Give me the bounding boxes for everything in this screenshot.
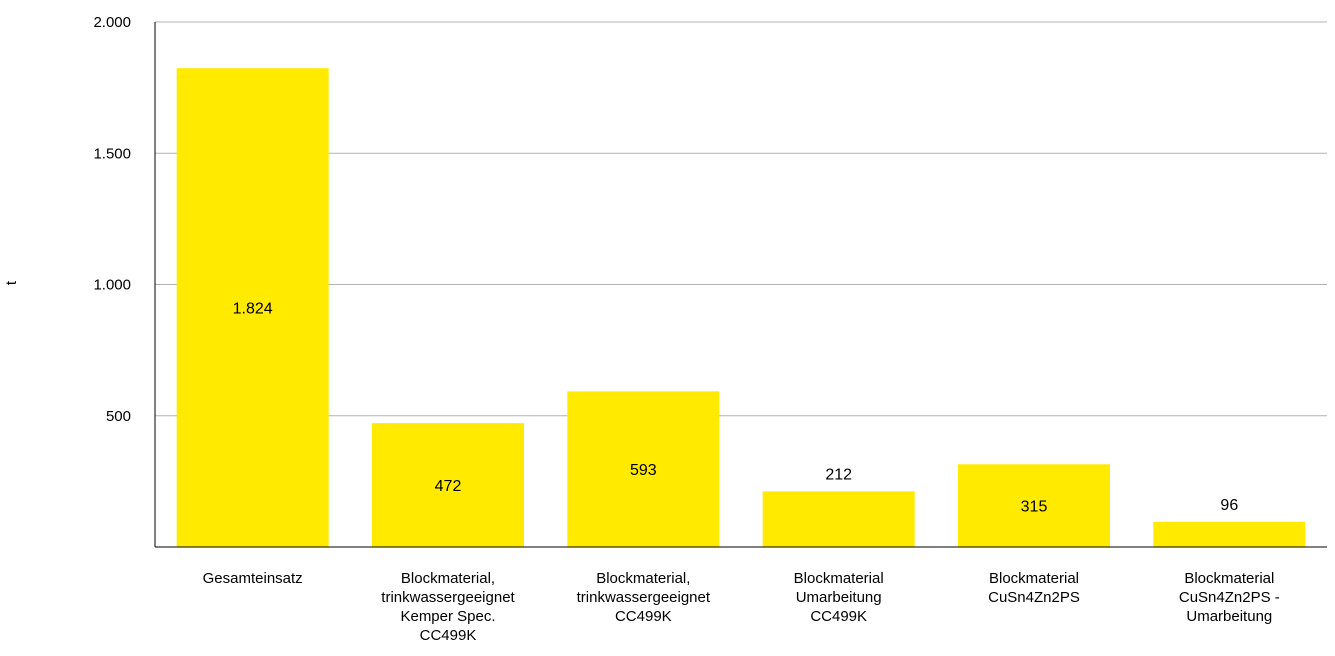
x-category-label: Blockmaterial Umarbeitung CC499K xyxy=(794,570,884,625)
bar xyxy=(1153,521,1306,547)
bar xyxy=(372,423,524,547)
x-category-label-line: CC499K xyxy=(810,608,867,625)
value-label: 472 xyxy=(435,478,462,495)
y-axis-label: t xyxy=(3,280,20,285)
x-category-label-line: Umarbeitung xyxy=(796,589,882,606)
x-category-label-line: Kemper Spec. xyxy=(400,608,495,625)
value-label: 212 xyxy=(825,466,852,483)
x-category-label-line: Blockmaterial xyxy=(1184,570,1274,587)
x-category-label-line: trinkwassergeeignet xyxy=(577,589,711,606)
gridlines xyxy=(155,21,1327,417)
y-tick-label: 2.000 xyxy=(93,14,131,31)
bar xyxy=(176,68,329,547)
value-label: 96 xyxy=(1220,497,1238,514)
x-category-label-line: CuSn4Zn2PS - xyxy=(1179,589,1280,606)
bar xyxy=(762,491,915,547)
x-category-label-line: Gesamteinsatz xyxy=(203,570,303,587)
y-tick-label: 1.000 xyxy=(93,277,131,294)
x-category-label-line: Umarbeitung xyxy=(1186,608,1272,625)
x-category-labels: Gesamteinsatz Blockmaterial, trinkwasserge… xyxy=(203,570,1280,644)
y-tick-label: 500 xyxy=(106,408,131,425)
x-category-label-line: CuSn4Zn2PS xyxy=(988,589,1080,606)
y-tick-label: 1.500 xyxy=(93,145,131,162)
x-category-label: Blockmaterial, trinkwassergeeignet Kemper … xyxy=(381,570,515,644)
value-label: 1.824 xyxy=(233,301,273,318)
x-category-label-line: Blockmaterial xyxy=(989,570,1079,587)
x-category-label-line: Blockmaterial, xyxy=(596,570,690,587)
x-category-label-line: CC499K xyxy=(420,627,477,644)
y-tick-labels: 500 1.000 1.500 2.000 xyxy=(93,14,131,425)
x-category-label-line: trinkwassergeeignet xyxy=(381,589,515,606)
x-category-label: Blockmaterial, trinkwassergeeignet CC499K xyxy=(577,570,711,625)
x-category-label-line: Blockmaterial xyxy=(794,570,884,587)
x-category-label-line: Blockmaterial, xyxy=(401,570,495,587)
x-category-label-line: CC499K xyxy=(615,608,672,625)
x-category-label: Gesamteinsatz xyxy=(203,570,303,587)
x-category-label: Blockmaterial CuSn4Zn2PS - Umarbeitung xyxy=(1179,570,1280,625)
bar xyxy=(958,464,1110,547)
value-labels: 1.824 472 593 212 315 96 xyxy=(233,301,1239,516)
bar xyxy=(567,391,720,547)
value-label: 315 xyxy=(1021,499,1048,516)
x-category-label: Blockmaterial CuSn4Zn2PS xyxy=(988,570,1080,606)
value-label: 593 xyxy=(630,462,657,479)
bars xyxy=(176,68,1306,547)
